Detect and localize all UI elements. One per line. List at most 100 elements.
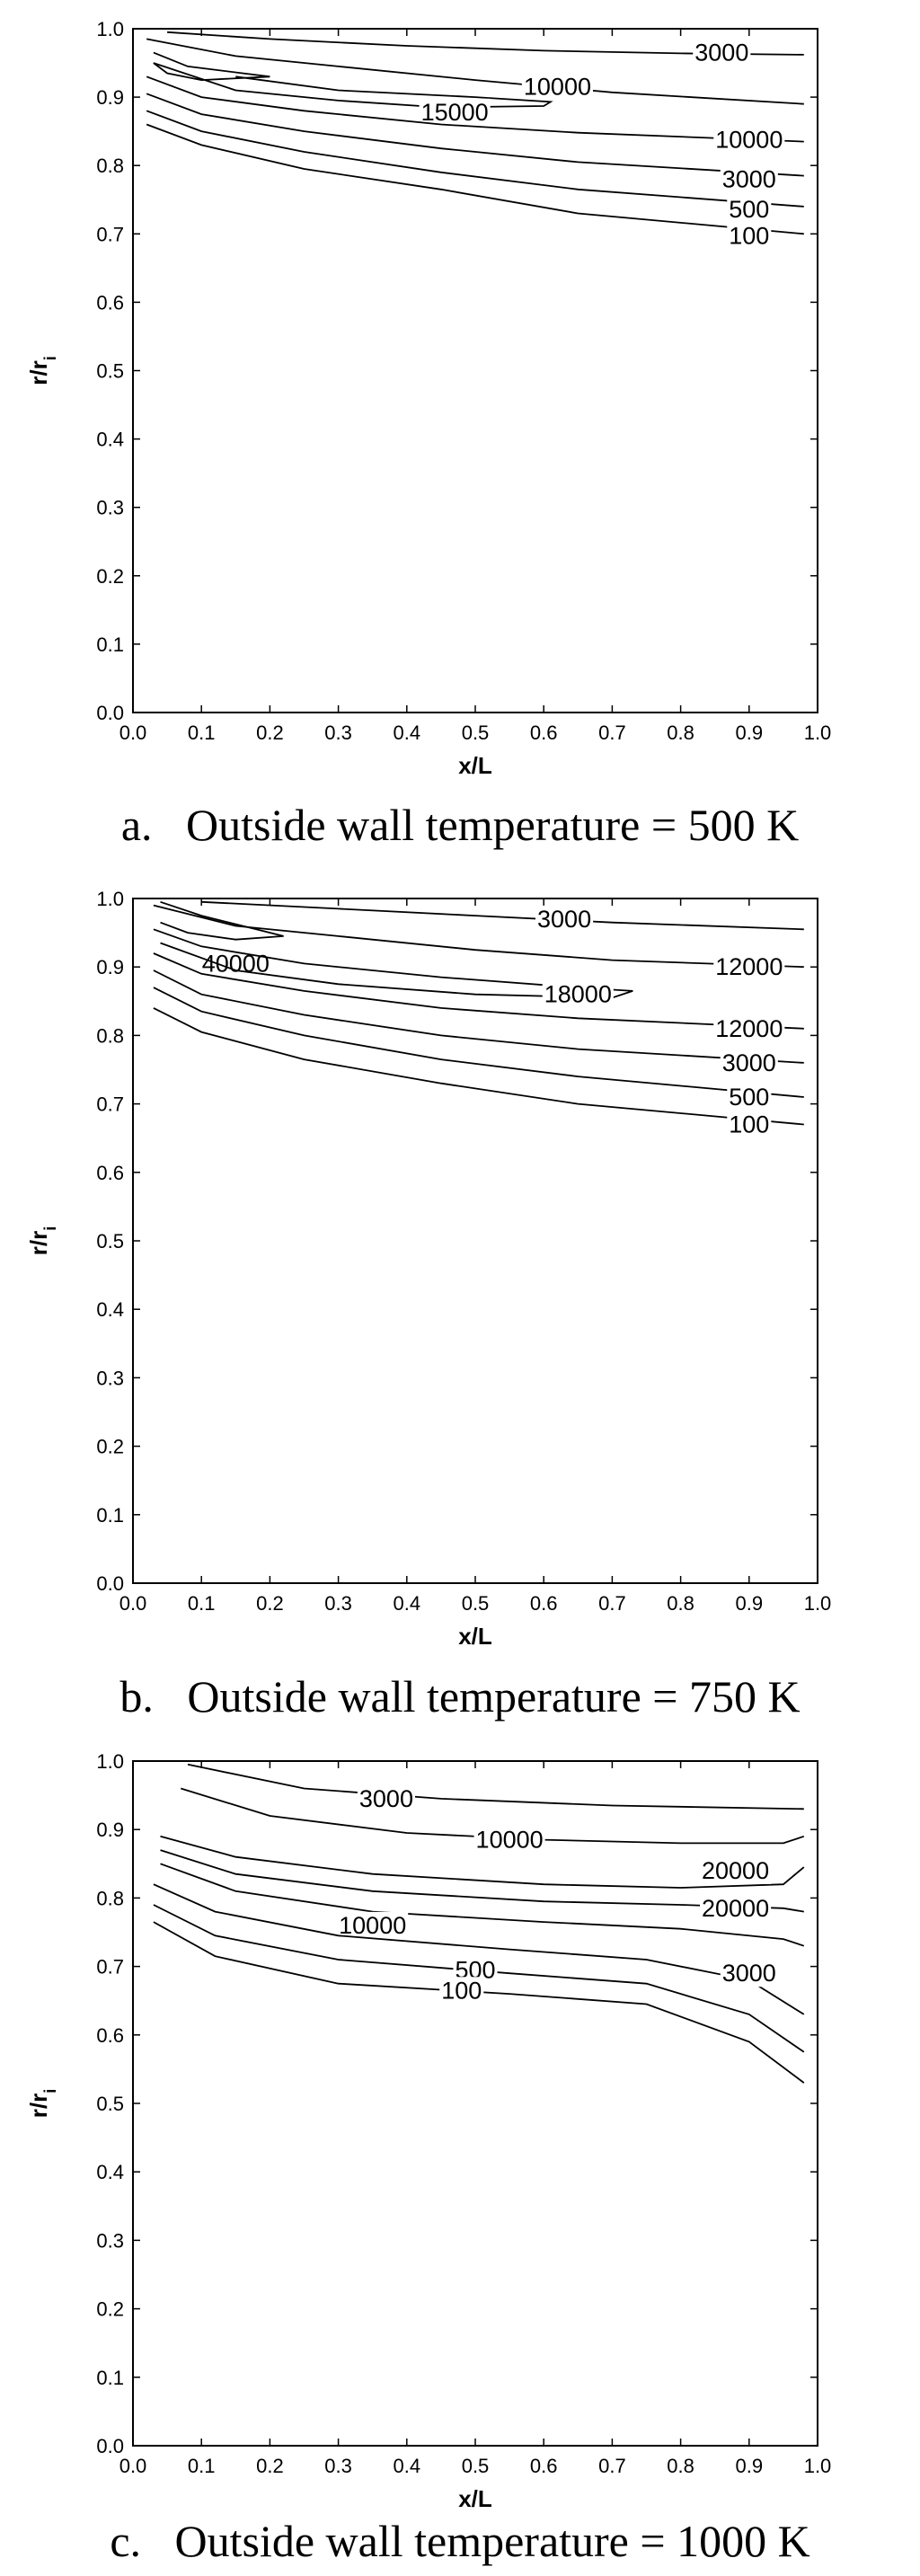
x-tick-label: 0.4 xyxy=(394,1592,421,1615)
y-tick-label: 0.6 xyxy=(96,291,124,314)
y-tick-label: 0.7 xyxy=(96,1093,124,1116)
contour-line-20000 xyxy=(160,1849,804,1913)
y-tick-label: 0.7 xyxy=(96,223,124,245)
contour-line-3000 xyxy=(187,1763,804,1810)
contour-line-3000 xyxy=(153,969,804,1064)
contour-label-40000: 40000 xyxy=(202,950,270,977)
contour-line-18000 xyxy=(153,928,633,999)
x-axis-label: x/L xyxy=(458,752,492,779)
y-tick-label: 0.2 xyxy=(96,2298,124,2321)
x-tick-label: 0.1 xyxy=(188,1592,216,1615)
figure-caption: a. Outside wall temperature = 500 K xyxy=(121,800,799,850)
x-tick-label: 0.8 xyxy=(667,2455,694,2477)
contour-label-3000: 3000 xyxy=(722,165,776,192)
x-tick-label: 0.0 xyxy=(119,1592,147,1615)
contour-line-12000 xyxy=(153,952,804,1030)
y-tick-label: 0.9 xyxy=(96,956,124,978)
y-tick-label: 0.7 xyxy=(96,1956,124,1978)
x-tick-label: 0.1 xyxy=(188,2455,216,2477)
y-tick-label: 0.2 xyxy=(96,565,124,588)
contour-label-bg xyxy=(357,1784,415,1812)
y-axis-label: r/ri xyxy=(25,2089,59,2118)
x-tick-label: 0.2 xyxy=(256,2455,284,2477)
contour-line-500 xyxy=(146,110,804,208)
y-tick-label: 0.4 xyxy=(96,429,124,451)
contour-label-3000: 3000 xyxy=(722,1049,776,1076)
contour-label-3000: 3000 xyxy=(722,1960,776,1987)
y-tick-label: 0.5 xyxy=(96,2093,124,2115)
contour-line-100 xyxy=(146,123,804,235)
contour-label-3000: 3000 xyxy=(537,906,591,933)
x-tick-label: 0.5 xyxy=(462,721,490,744)
y-tick-label: 0.1 xyxy=(96,1504,124,1527)
contour-label-500: 500 xyxy=(729,196,769,223)
contour-label-18000: 18000 xyxy=(544,981,612,1008)
y-tick-label: 0.5 xyxy=(96,360,124,383)
x-tick-label: 0.5 xyxy=(462,1592,490,1615)
y-tick-label: 0.0 xyxy=(96,2435,124,2457)
x-tick-label: 0.7 xyxy=(598,721,626,744)
y-tick-label: 0.2 xyxy=(96,1436,124,1458)
contour-line-20000 xyxy=(160,1835,805,1889)
contour-label-bg xyxy=(727,1111,772,1138)
x-tick-label: 0.9 xyxy=(736,1592,764,1615)
contour-label-bg xyxy=(473,1826,545,1854)
contour-label-bg xyxy=(700,1856,772,1884)
chart-panel-3: 0.0 0.1 0.2 0.3 0.4 0.5 0.6 0.7 0.8 0.9 1.0 0.0 0.1 0… xyxy=(25,1750,831,2566)
x-tick-label: 0.9 xyxy=(736,721,764,744)
contour-label-100: 100 xyxy=(729,1111,769,1138)
contour-label-3000: 3000 xyxy=(694,40,748,66)
x-tick-label: 0.8 xyxy=(667,721,694,744)
contour-label-bg xyxy=(199,950,271,978)
y-tick-label: 0.1 xyxy=(96,2367,124,2389)
contour-line-40000 xyxy=(160,900,284,941)
x-tick-label: 1.0 xyxy=(804,721,832,744)
y-tick-label: 1.0 xyxy=(96,888,124,910)
contour-label-bg xyxy=(521,73,593,101)
x-tick-label: 0.6 xyxy=(530,721,558,744)
contour-label-bg xyxy=(693,39,751,66)
contour-label-bg xyxy=(720,1049,778,1076)
x-tick-label: 1.0 xyxy=(804,1592,832,1615)
contour-line-500 xyxy=(153,1904,805,2053)
contour-label-10000: 10000 xyxy=(715,126,783,153)
x-tick-label: 1.0 xyxy=(804,2455,832,2477)
x-axis-label: x/L xyxy=(458,2485,492,2512)
contour-label-bg xyxy=(713,953,785,981)
x-tick-label: 0.5 xyxy=(462,2455,490,2477)
y-tick-label: 0.0 xyxy=(96,1572,124,1595)
x-tick-label: 0.7 xyxy=(598,2455,626,2477)
y-tick-label: 0.1 xyxy=(96,633,124,656)
y-tick-label: 0.0 xyxy=(96,702,124,724)
contour-label-12000: 12000 xyxy=(715,1015,783,1042)
x-tick-label: 0.2 xyxy=(256,721,284,744)
x-tick-label: 0.4 xyxy=(394,721,421,744)
contour-label-bg xyxy=(535,905,594,933)
y-tick-label: 0.4 xyxy=(96,1298,124,1321)
y-tick-label: 0.3 xyxy=(96,1367,124,1389)
contour-label-bg xyxy=(713,126,785,154)
contour-line-3000 xyxy=(146,93,804,177)
contour-label-20000: 20000 xyxy=(702,1895,769,1922)
contour-label-20000: 20000 xyxy=(702,1857,769,1884)
x-tick-label: 0.9 xyxy=(736,2455,764,2477)
x-axis-label: x/L xyxy=(458,1623,492,1650)
chart-panel-1: 0.0 0.1 0.2 0.3 0.4 0.5 0.6 0.7 0.8 0.9 1.0 0.0 0.1 0… xyxy=(25,18,831,850)
contour-line-100 xyxy=(153,1007,804,1126)
contour-line-500 xyxy=(153,987,804,1098)
y-tick-label: 0.8 xyxy=(96,1887,124,1909)
x-tick-label: 0.3 xyxy=(324,721,352,744)
x-tick-label: 0.8 xyxy=(667,1592,694,1615)
contour-label-bg xyxy=(713,1014,785,1042)
contour-line-10000 xyxy=(146,38,804,105)
contour-label-12000: 12000 xyxy=(715,953,783,980)
contour-label-bg xyxy=(727,195,772,223)
y-axis-label: r/ri xyxy=(25,356,59,385)
x-tick-label: 0.0 xyxy=(119,721,147,744)
y-tick-label: 1.0 xyxy=(96,1750,124,1773)
y-tick-label: 0.3 xyxy=(96,497,124,519)
y-tick-label: 0.4 xyxy=(96,2161,124,2183)
x-tick-label: 0.7 xyxy=(598,1592,626,1615)
x-tick-label: 0.3 xyxy=(324,1592,352,1615)
